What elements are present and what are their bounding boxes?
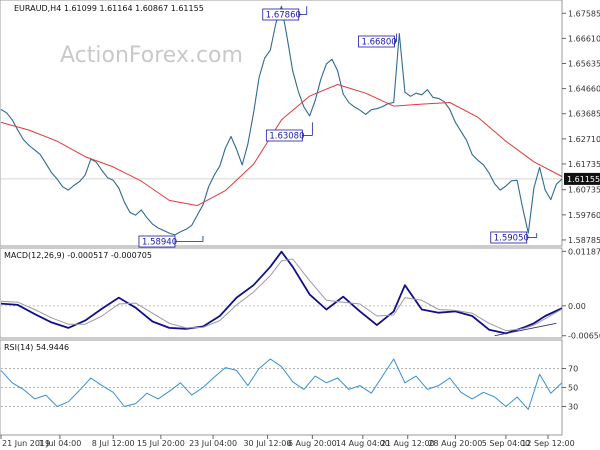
current-price-label: 1.61155 <box>567 175 600 184</box>
watermark: ActionForex.com <box>60 43 243 68</box>
callout-label: 1.67860 <box>266 11 301 21</box>
series-line-rsi <box>0 358 563 410</box>
y-tick-label: 0.00 <box>568 302 586 311</box>
y-tick-label: 1.58785 <box>568 236 600 245</box>
callout-label: 1.63080 <box>269 132 304 142</box>
callout-box <box>490 231 528 244</box>
callout-box <box>358 35 395 48</box>
price-panel <box>0 0 563 247</box>
y-tick-label: 70 <box>568 365 578 374</box>
y-tick-label: 1.63685 <box>568 110 600 119</box>
series-line-moving-average <box>0 84 563 207</box>
y-tick-label: 1.67585 <box>568 9 600 18</box>
x-tick-label: 5 Sep 04:00 <box>482 439 530 448</box>
x-tick-label: 15 Jul 20:00 <box>137 439 185 448</box>
x-tick-label: 14 Aug 04:00 <box>336 439 390 448</box>
macd-panel-title: MACD(12,26,9) -0.000517 -0.000705 <box>4 251 152 260</box>
y-tick-label: 30 <box>568 403 578 412</box>
series-line-macd <box>0 250 563 335</box>
y-tick-label: 0.01187 <box>568 247 600 256</box>
callout-layer: 1.67860 1.66800 1.63080 1.58940 1.59050 <box>138 6 538 248</box>
macd-divergence-line <box>494 322 557 337</box>
macd-panel <box>0 247 563 339</box>
y-tick-label: 1.65635 <box>568 59 600 68</box>
x-tick-label: 1 Jul 04:00 <box>38 439 81 448</box>
callout-label: 1.66800 <box>362 38 397 48</box>
y-tick-label: 50 <box>568 384 578 393</box>
callout-box <box>265 129 303 142</box>
y-tick-label: 1.60735 <box>568 186 600 195</box>
x-tick-label: 30 Jul 12:00 <box>243 439 291 448</box>
series-line-price <box>0 5 563 236</box>
x-tick-label: 6 Aug 20:00 <box>288 439 337 448</box>
y-tick-label: 1.61735 <box>568 160 600 169</box>
callout-box <box>262 8 300 21</box>
callout-box <box>138 235 176 248</box>
rsi-panel-title: RSI(14) 54.9446 <box>4 343 69 352</box>
x-tick-label: 23 Jul 04:00 <box>189 439 237 448</box>
callout-label: 1.59050 <box>494 234 529 244</box>
x-tick-label: 28 Aug 20:00 <box>428 439 482 448</box>
y-tick-label: 1.66610 <box>568 34 600 43</box>
x-tick-label: 21 Jun 2019 <box>2 439 50 448</box>
x-tick-label: 12 Sep 12:00 <box>521 439 574 448</box>
price-panel-title: EURAUD,H4 1.61099 1.61164 1.60867 1.6115… <box>14 4 204 13</box>
x-tick-label: 8 Jul 12:00 <box>92 439 135 448</box>
y-tick-label: -0.006502 <box>568 332 600 341</box>
series-line-signal <box>0 258 563 332</box>
y-tick-label: 1.62710 <box>568 135 600 144</box>
current-price-tag <box>564 172 600 185</box>
tick-layer: 1.67585 1.66610 1.65635 1.64660 1.63685 1.627… <box>0 9 600 448</box>
callout-label: 1.58940 <box>142 238 177 248</box>
y-tick-label: 1.64660 <box>568 85 600 94</box>
series-layer <box>0 5 563 410</box>
grid-layer <box>1 178 562 407</box>
x-tick-label: 21 Aug 12:00 <box>381 439 435 448</box>
y-tick-label: 1.59760 <box>568 211 600 220</box>
